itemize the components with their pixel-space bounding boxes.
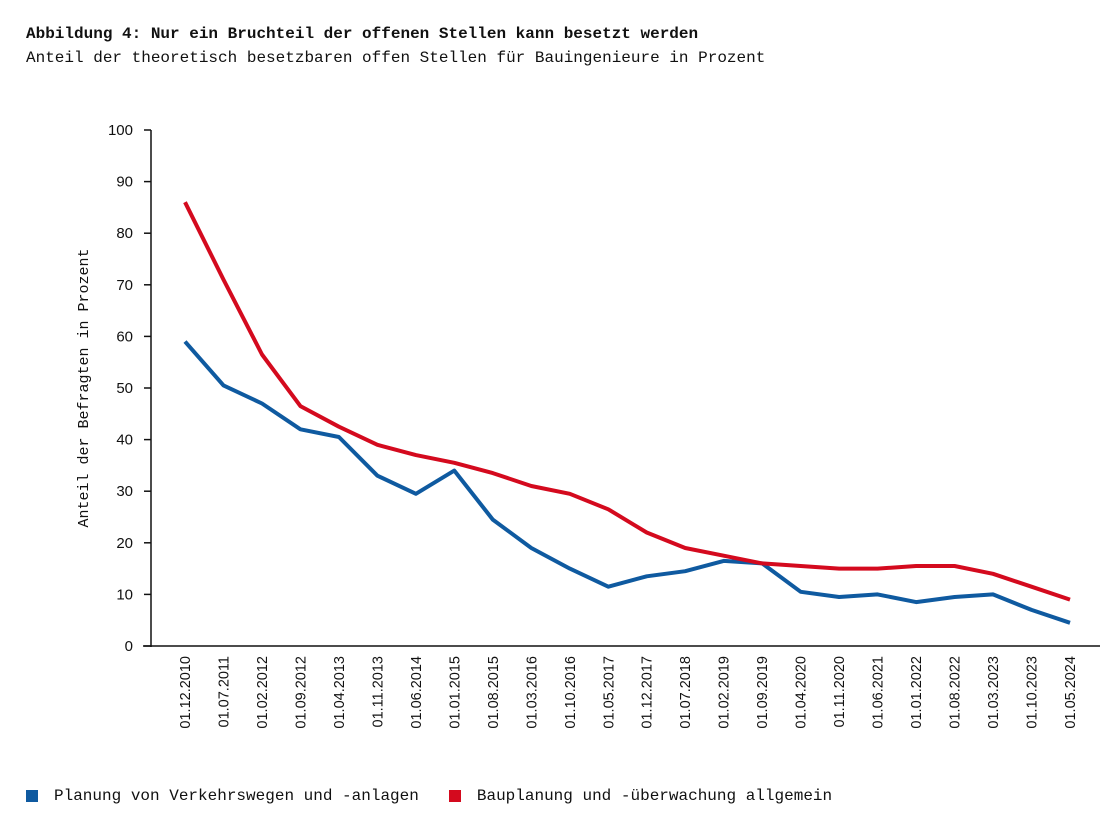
legend-item-bauplanung: Bauplanung und -überwachung allgemein [448, 787, 833, 805]
y-tick-label: 10 [116, 586, 133, 603]
y-tick-label: 30 [116, 483, 133, 500]
x-tick-label: 01.10.2016 [563, 656, 579, 729]
x-tick-label: 01.08.2015 [486, 656, 502, 729]
legend-label: Planung von Verkehrswegen und -anlagen [54, 787, 419, 805]
x-tick-label: 01.11.2013 [370, 656, 386, 728]
x-tick-label: 01.06.2014 [409, 656, 425, 729]
x-tick-label: 01.12.2010 [178, 656, 194, 729]
y-tick-label: 20 [116, 535, 133, 552]
y-tick-label: 80 [116, 225, 133, 242]
x-tick-label: 01.07.2011 [216, 656, 232, 728]
x-tick-label: 01.08.2022 [948, 656, 964, 729]
x-tick-label: 01.07.2018 [678, 656, 694, 729]
x-tick-label: 01.12.2017 [640, 656, 656, 729]
y-tick-label: 40 [116, 432, 133, 449]
series-line-verkehrswege [183, 340, 1071, 625]
x-tick-label: 01.11.2020 [832, 656, 848, 728]
x-tick-label: 01.01.2022 [909, 656, 925, 729]
y-axis-label: Anteil der Befragten in Prozent [76, 248, 93, 527]
x-tick-label: 01.02.2019 [717, 656, 733, 729]
legend-item-verkehrswege: Planung von Verkehrswegen und -anlagen [26, 787, 419, 805]
x-tick-label: 01.03.2016 [524, 656, 540, 729]
x-tick-label: 01.01.2015 [447, 656, 463, 729]
x-tick-label: 01.04.2020 [794, 656, 810, 729]
y-tick-label: 100 [108, 122, 133, 139]
y-tick-label: 50 [116, 380, 133, 397]
legend-swatch-red [448, 790, 461, 802]
legend-swatch-blue [26, 790, 38, 802]
x-tick-label: 01.03.2023 [986, 656, 1002, 729]
x-tick-label: 01.09.2019 [755, 656, 771, 729]
x-tick-label: 01.05.2024 [1063, 656, 1079, 729]
series-line-bauplanung [183, 201, 1071, 602]
series-lines [183, 201, 1071, 625]
y-tick-label: 0 [125, 638, 133, 655]
y-tick-label: 60 [116, 328, 133, 345]
chart-title: Abbildung 4: Nur ein Bruchteil der offen… [26, 25, 699, 43]
chart-subtitle: Anteil der theoretisch besetzbaren offen… [26, 49, 766, 67]
legend-label: Bauplanung und -überwachung allgemein [476, 787, 833, 805]
y-tick-label: 70 [116, 277, 133, 294]
legend: Planung von Verkehrswegen und -anlagen B… [26, 787, 862, 805]
y-tick-label: 90 [116, 174, 133, 191]
y-axis-ticks: 0 10 20 30 40 50 60 70 80 90 100 [108, 122, 151, 655]
x-tick-label: 01.09.2012 [293, 656, 309, 729]
x-tick-label: 01.10.2023 [1025, 656, 1041, 729]
x-tick-label: 01.04.2013 [332, 656, 348, 729]
x-tick-label: 01.06.2021 [871, 656, 887, 729]
x-axis-ticks: 01.12.2010 01.07.2011 01.02.2012 01.09.2012… [178, 656, 1079, 729]
x-tick-label: 01.02.2012 [255, 656, 271, 729]
x-tick-label: 01.05.2017 [601, 656, 617, 729]
